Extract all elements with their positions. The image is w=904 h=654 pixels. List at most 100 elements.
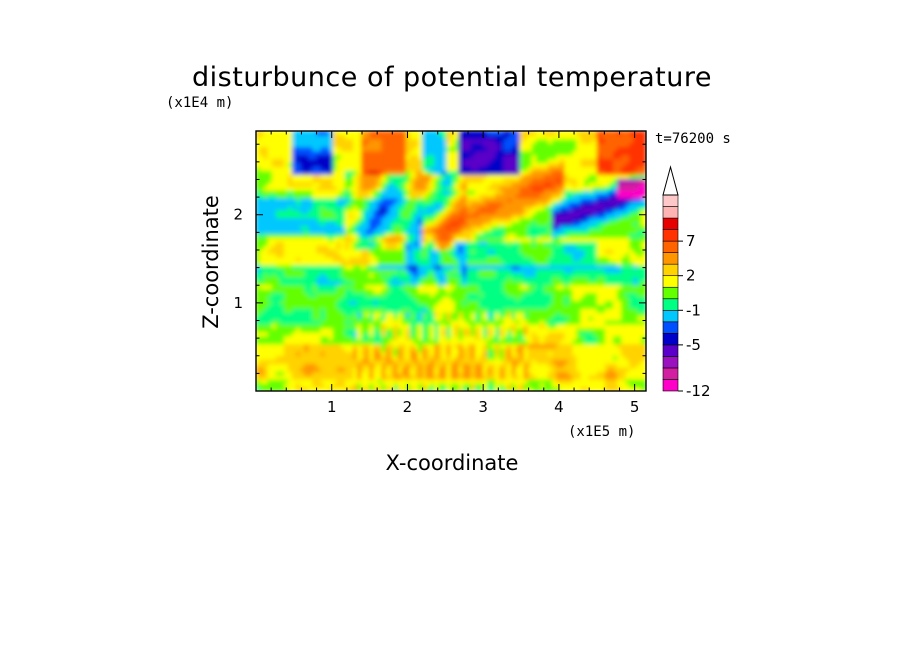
field-cell [572,362,578,368]
field-cell [641,362,646,368]
field-cell [442,201,448,207]
field-cell [256,205,261,211]
field-cell [507,331,513,337]
field-cell [503,189,509,195]
field-cell [446,228,452,234]
field-cell [450,362,456,368]
field-cell [312,331,318,337]
field-cell [275,228,281,234]
field-cell [324,284,330,290]
field-cell [422,244,428,250]
field-cell [462,362,468,368]
field-cell [332,315,338,321]
field-cell [568,374,574,380]
field-cell [256,197,261,203]
field-cell [422,213,428,219]
field-cell [580,252,586,258]
field-cell [332,319,338,325]
field-cell [564,366,570,372]
field-cell [348,236,354,242]
field-cell [552,236,558,242]
field-cell [572,303,578,309]
field-cell [560,240,566,246]
field-cell [344,386,350,391]
field-cell [442,299,448,305]
field-cell [454,268,460,274]
field-cell [296,347,302,353]
field-cell [426,189,432,195]
field-cell [568,292,574,297]
field-cell [592,248,598,254]
field-cell [576,205,582,211]
field-cell [263,386,269,391]
field-cell [344,382,350,388]
field-cell [600,240,606,246]
field-cell [535,201,541,207]
field-cell [405,213,411,219]
field-cell [466,315,472,321]
field-cell [434,355,440,360]
field-cell [531,225,537,230]
field-cell [369,311,375,317]
field-cell [389,358,395,364]
field-cell [600,268,606,274]
field-cell [523,236,529,242]
field-cell [393,217,399,223]
field-cell [422,355,428,360]
field-cell [621,221,627,227]
field-cell [328,303,334,309]
field-cell [377,205,383,211]
field-cell [560,280,566,286]
field-cell [588,252,594,258]
field-cell [316,292,322,297]
field-cell [592,351,598,357]
field-cell [596,299,602,305]
field-cell [560,232,566,238]
field-cell [527,205,533,211]
field-cell [296,256,302,262]
field-cell [604,307,610,313]
field-cell [552,355,558,360]
field-cell [470,228,476,234]
field-cell [592,244,598,250]
field-cell [474,343,480,349]
field-cell [422,303,428,309]
field-cell [454,319,460,325]
field-cell [462,292,468,297]
field-cell [592,201,598,207]
field-cell [369,232,375,238]
field-cell [523,197,529,203]
field-cell [466,213,472,219]
field-cell [568,209,574,215]
field-cell [543,292,549,297]
field-cell [422,205,428,211]
field-cell [409,232,415,238]
field-cell [519,189,525,195]
field-cell [312,288,318,294]
field-cell [328,358,334,364]
field-cell [511,370,517,376]
field-cell [568,248,574,254]
field-cell [608,339,614,345]
field-cell [515,343,521,349]
field-cell [478,248,484,254]
field-cell [600,232,606,238]
field-cell [426,323,432,329]
field-cell [324,331,330,337]
field-cell [446,292,452,297]
field-cell [279,189,285,195]
field-cell [604,323,610,329]
field-cell [621,355,627,360]
field-cell [300,280,306,286]
field-cell [568,217,574,223]
field-cell [608,292,614,297]
field-cell [369,236,375,242]
field-cell [629,201,635,207]
field-cell [446,351,452,357]
field-cell [405,205,411,211]
field-cell [474,240,480,246]
field-cell [320,355,326,360]
field-cell [344,331,350,337]
field-cell [487,374,493,380]
field-cell [381,268,387,274]
